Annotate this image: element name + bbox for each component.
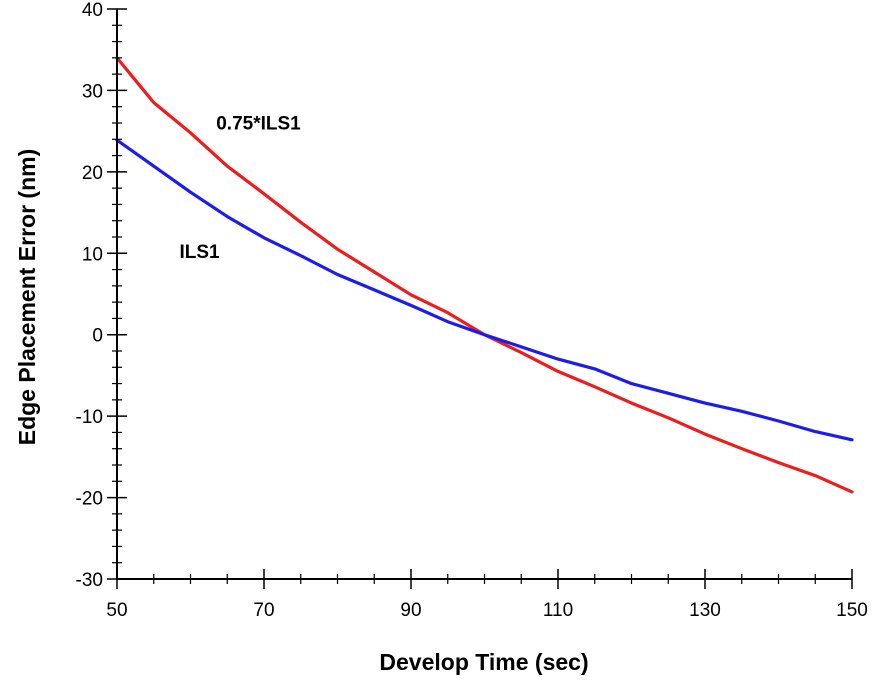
y-tick-label: 30 [82, 81, 103, 102]
y-tick-label: 10 [82, 244, 103, 265]
y-tick-label: 40 [82, 0, 103, 21]
series-lines [115, 56, 854, 494]
y-tick-label: -10 [76, 407, 103, 428]
x-tick-label: 50 [106, 600, 127, 621]
x-tick-label: 90 [400, 600, 421, 621]
y-tick-label: -20 [76, 489, 103, 510]
y-axis-title: Edge Placement Error (nm) [14, 149, 40, 446]
y-tick-label: -30 [76, 570, 103, 591]
axes [116, 9, 852, 580]
x-tick-label: 130 [689, 600, 721, 621]
series-line-1 [115, 138, 854, 442]
x-tick-label: 110 [543, 600, 573, 621]
series-annotation-1: ILS1 [179, 242, 220, 263]
x-axis-title: Develop Time (sec) [379, 649, 588, 675]
tick-marks [107, 8, 853, 589]
y-tick-label: 20 [82, 163, 103, 184]
y-tick-label: 0 [92, 326, 103, 347]
annotations: 0.75*ILS1 ILS1 [179, 114, 301, 264]
x-tick-label: 70 [253, 600, 274, 621]
x-tick-label: 150 [836, 600, 868, 621]
series-annotation-0: 0.75*ILS1 [216, 114, 301, 135]
